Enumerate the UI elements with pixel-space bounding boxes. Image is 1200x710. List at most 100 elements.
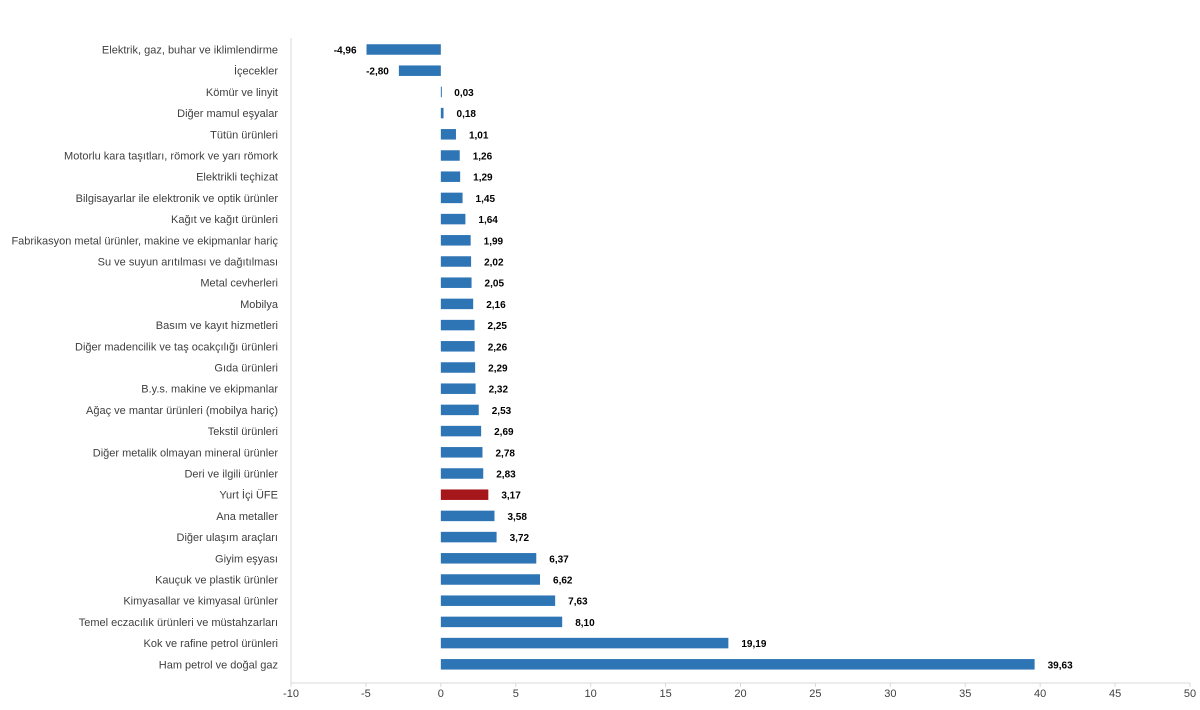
category-label: Giyim eşyası	[215, 553, 278, 565]
category-label: Ana metaller	[216, 511, 278, 523]
value-label: 6,62	[553, 576, 573, 587]
category-label: Mobilya	[240, 299, 279, 311]
bar-diğer-metalik-olmayan-mineral-ürünler	[440, 447, 483, 458]
value-label: 0,03	[454, 88, 474, 99]
x-tick-label: 15	[659, 688, 671, 700]
bar-yurt-i-çi-üfe	[440, 489, 489, 500]
x-tick-label: -5	[361, 688, 371, 700]
value-label: 1,29	[473, 173, 493, 184]
value-label: 7,63	[568, 597, 588, 608]
bar-kimyasallar-ve-kimyasal-ürünler	[440, 595, 556, 606]
bar-ham-petrol-ve-doğal-gaz	[440, 659, 1035, 670]
bar-tütün-ürünleri	[440, 129, 456, 140]
bar-basım-ve-kayıt-hizmetleri	[440, 319, 475, 331]
category-label: Gıda ürünleri	[214, 363, 278, 375]
category-label: Temel eczacılık ürünleri ve müstahzarlar…	[79, 617, 278, 629]
bar-b-y-s-makine-ve-ekipmanlar	[440, 383, 476, 394]
category-label: Elektrik, gaz, buhar ve iklimlendirme	[102, 45, 278, 57]
value-label: -4,96	[334, 46, 357, 57]
value-label: 1,01	[469, 130, 489, 141]
category-label: Yurt İçi ÜFE	[219, 489, 278, 502]
bar-metal-cevherleri	[440, 277, 472, 288]
value-label: 2,16	[486, 300, 506, 311]
category-label: Kimyasallar ve kimyasal ürünler	[123, 596, 278, 608]
category-label: Tütün ürünleri	[210, 129, 278, 141]
category-label: B.y.s. makine ve ekipmanlar	[141, 384, 278, 396]
value-label: 1,99	[484, 236, 504, 247]
bar-fabrikasyon-metal-ürünler-makine-ve-ekipmanlar-hariç	[440, 235, 471, 246]
value-label: 3,72	[510, 533, 530, 544]
x-tick-label: 25	[809, 688, 821, 700]
category-label: Fabrikasyon metal ürünler, makine ve eki…	[11, 235, 278, 247]
bar-mobilya	[440, 298, 474, 310]
category-label: Diğer mamul eşyalar	[177, 108, 278, 120]
category-label: Deri ve ilgili ürünler	[184, 469, 278, 481]
value-label: 1,64	[478, 215, 498, 226]
value-label: 2,29	[488, 364, 508, 375]
category-label: Metal cevherleri	[200, 278, 278, 290]
category-label: Tekstil ürünleri	[208, 426, 278, 438]
category-label: İçecekler	[234, 65, 278, 78]
value-label: -2,80	[366, 67, 389, 78]
value-label: 2,83	[496, 470, 516, 481]
category-label: Ağaç ve mantar ürünleri (mobilya hariç)	[86, 405, 278, 417]
value-label: 1,26	[473, 152, 493, 163]
value-label: 2,53	[492, 406, 512, 417]
x-tick-label: 0	[438, 688, 444, 700]
x-tick-label: 10	[585, 688, 597, 700]
bar-diğer-mamul-eşyalar	[440, 107, 444, 119]
category-label: Ham petrol ve doğal gaz	[159, 659, 278, 671]
bar-ağaç-ve-mantar-ürünleri-mobilya-hariç	[440, 404, 479, 416]
bar-motorlu-kara-taşıtları-römork-ve-yarı-römork	[440, 150, 460, 161]
x-tick-label: 45	[1109, 688, 1121, 700]
value-label: 2,78	[495, 448, 515, 459]
category-label: Diğer madencilik ve taş ocakçılığı ürünl…	[75, 341, 278, 353]
bar-gıda-ürünleri	[440, 362, 476, 373]
value-label: 2,26	[488, 342, 508, 353]
x-tick-label: 40	[1034, 688, 1046, 700]
bars-group	[366, 44, 1035, 670]
x-tick-label: 50	[1184, 688, 1196, 700]
category-label: Su ve suyun arıtılması ve dağıtılması	[98, 257, 278, 269]
value-label: 2,05	[485, 279, 505, 290]
value-label: 2,02	[484, 258, 504, 269]
value-label: 3,17	[501, 491, 521, 502]
bar-kağıt-ve-kağıt-ürünleri	[440, 213, 466, 225]
category-label: Kömür ve linyit	[206, 87, 278, 99]
bar-elektrikli-teçhizat	[440, 171, 461, 182]
value-label: 39,63	[1048, 660, 1073, 671]
category-label: Diğer ulaşım araçları	[177, 532, 278, 544]
category-label: Basım ve kayıt hizmetleri	[156, 320, 278, 332]
category-label: Elektrikli teçhizat	[196, 172, 278, 184]
value-label: 3,58	[507, 512, 527, 523]
value-label: 6,37	[549, 554, 569, 565]
category-label: Kauçuk ve plastik ürünler	[155, 575, 278, 587]
bar-kok-ve-rafine-petrol-ürünleri	[440, 637, 729, 649]
x-tick-label: 5	[513, 688, 519, 700]
bar-kömür-ve-linyit	[440, 86, 442, 98]
bar-deri-ve-ilgili-ürünler	[440, 468, 484, 479]
x-tick-labels-group: -10 -5 0 5 10 15 20 25 30 35 40 45 50	[283, 688, 1196, 700]
bar-elektrik-gaz-buhar-ve-iklimlendirme	[366, 44, 441, 55]
bar-diğer-ulaşım-araçları	[440, 531, 497, 543]
bar-ana-metaller	[440, 510, 495, 522]
value-label: 8,10	[575, 618, 595, 629]
x-axis	[290, 682, 1191, 687]
value-labels-group: -4,96 -2,80 0,03 0,18 1,01 1,26 1,29 1,45 1,64 1,…	[334, 46, 1073, 672]
category-labels-group: Elektrik, gaz, buhar ve iklimlendirme İçe…	[11, 45, 278, 672]
value-label: 1,45	[476, 194, 496, 205]
bar-bilgisayarlar-ile-elektronik-ve-optik-ürünler	[440, 192, 463, 204]
bar-kauçuk-ve-plastik-ürünler	[440, 574, 541, 585]
value-label: 2,25	[488, 321, 508, 332]
category-label: Kok ve rafine petrol ürünleri	[143, 638, 278, 650]
x-tick-label: 30	[884, 688, 896, 700]
category-label: Motorlu kara taşıtları, römork ve yarı r…	[64, 151, 278, 163]
x-tick-label: 35	[959, 688, 971, 700]
bar-su-ve-suyun-arıtılması-ve-dağıtılması	[440, 256, 472, 267]
bar-temel-eczacılık-ürünleri-ve-müstahzarları	[440, 616, 563, 628]
category-label: Kağıt ve kağıt ürünleri	[171, 214, 278, 226]
category-label: Diğer metalik olmayan mineral ürünler	[93, 447, 279, 459]
value-label: 0,18	[457, 109, 477, 120]
